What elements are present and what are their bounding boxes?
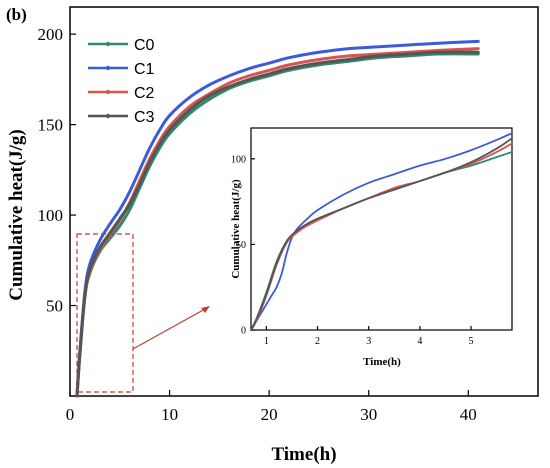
legend-label-c3: C3 bbox=[134, 109, 155, 126]
inset-y-tick-label: 50 bbox=[236, 240, 246, 251]
inset-series-line-c3 bbox=[250, 137, 513, 331]
main-y-tick-label: 100 bbox=[38, 206, 64, 225]
legend-marker-c0 bbox=[105, 41, 111, 47]
main-x-tick-label: 40 bbox=[460, 405, 477, 424]
main-y-tick-label: 150 bbox=[38, 116, 64, 135]
legend: C0 C1 C2 C3 bbox=[88, 37, 155, 126]
inset-x-tick-label: 4 bbox=[417, 336, 422, 347]
inset-x-tick-label: 2 bbox=[315, 336, 320, 347]
main-series-line-c3 bbox=[75, 50, 480, 398]
inset-x-axis-title: Time(h) bbox=[363, 356, 401, 368]
main-x-tick-label: 20 bbox=[261, 405, 278, 424]
inset-series-line-c1 bbox=[250, 132, 513, 331]
main-y-tick-label: 50 bbox=[46, 296, 63, 315]
zoom-region-box bbox=[76, 233, 134, 393]
main-x-tick-label: 30 bbox=[360, 405, 377, 424]
inset-y-tick-label: 100 bbox=[231, 154, 246, 165]
main-x-tick-label: 0 bbox=[66, 405, 75, 424]
inset-y-tick-label: 0 bbox=[241, 326, 246, 337]
main-plot-frame bbox=[69, 6, 539, 397]
inset-x-tick-label: 5 bbox=[469, 336, 474, 347]
legend-marker-c2 bbox=[105, 89, 111, 95]
main-series-group bbox=[75, 39, 480, 398]
inset-series-group bbox=[250, 132, 513, 331]
legend-marker-c3 bbox=[105, 113, 111, 119]
inset-x-tick-label: 1 bbox=[264, 336, 269, 347]
main-x-axis-title: Time(h) bbox=[271, 444, 336, 465]
inset-y-axis-title: Cumulative heat(J/g) bbox=[230, 179, 242, 279]
panel-label: (b) bbox=[6, 5, 27, 24]
zoom-arrowhead bbox=[201, 306, 210, 313]
main-x-tick-label: 10 bbox=[161, 405, 178, 424]
legend-label-c0: C0 bbox=[134, 37, 155, 54]
main-y-axis-title: Cumulative heat(J/g) bbox=[6, 129, 27, 301]
inset-x-tick-label: 3 bbox=[366, 336, 371, 347]
legend-marker-c1 bbox=[105, 65, 111, 71]
zoom-arrow bbox=[132, 308, 206, 350]
legend-label-c2: C2 bbox=[134, 85, 155, 102]
legend-label-c1: C1 bbox=[134, 61, 155, 78]
main-series-line-c1 bbox=[75, 39, 480, 398]
inset-plot-frame bbox=[250, 127, 513, 331]
main-y-tick-label: 200 bbox=[38, 25, 64, 44]
